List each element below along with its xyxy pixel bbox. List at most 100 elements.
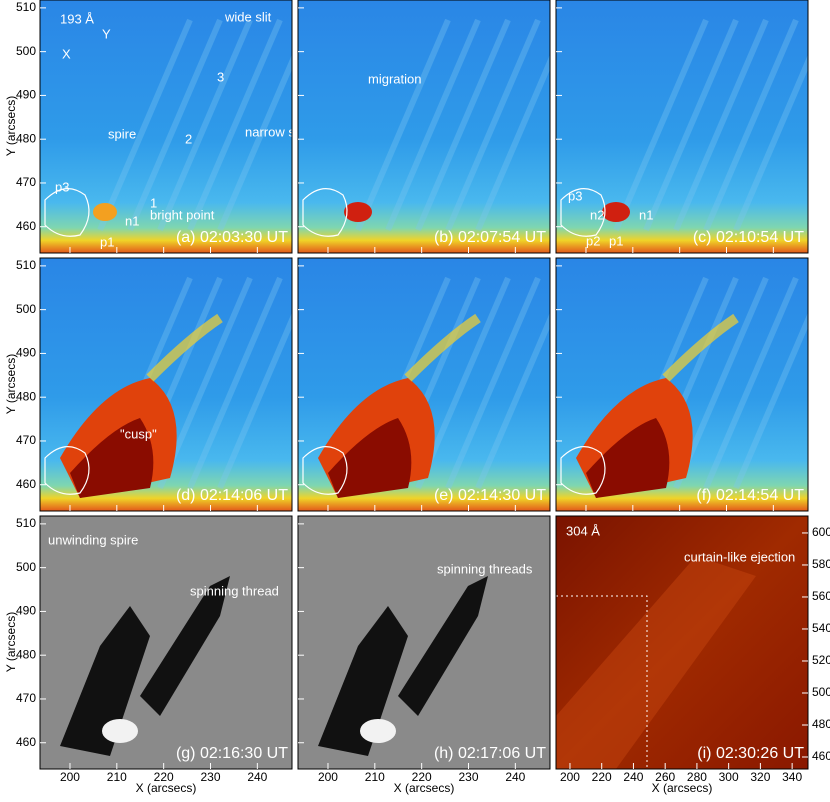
frame <box>555 0 809 254</box>
annotation: wide slit <box>224 9 272 24</box>
frame <box>297 257 551 512</box>
annotation: n1 <box>125 213 139 228</box>
contour <box>44 188 90 237</box>
jet-edge <box>404 313 481 382</box>
y-tick-label: 500 <box>812 685 830 699</box>
annotation: 193 Å <box>60 11 94 26</box>
thread <box>673 18 769 232</box>
panel-image <box>556 0 808 253</box>
annotation: p3 <box>55 179 69 194</box>
y-tick-label: 470 <box>16 175 36 189</box>
annotation: 2 <box>185 131 192 146</box>
thread <box>643 18 739 232</box>
annotation: migration <box>368 71 421 86</box>
panel-image <box>556 516 808 769</box>
annotation: p3 <box>568 188 582 203</box>
panel-label: (d) 02:14:06 UT <box>176 487 288 504</box>
annotation: unwinding spire <box>48 532 138 547</box>
panel-image <box>298 258 550 511</box>
annotation: p1 <box>100 234 114 249</box>
annotation: p1 <box>609 233 623 248</box>
y-tick-label: 600 <box>812 525 830 539</box>
y-tick-label: 490 <box>16 88 36 102</box>
frame <box>39 257 293 512</box>
thread <box>217 312 292 490</box>
y-axis-label: Y (arcsecs) <box>4 354 18 414</box>
thread <box>733 312 808 490</box>
annotation: 3 <box>217 69 224 84</box>
frame <box>39 0 293 254</box>
annotation: "cusp" <box>120 426 157 441</box>
y-tick-label: 460 <box>16 219 36 233</box>
panel: migration (b) 02:07:54 UT <box>297 0 551 254</box>
contour <box>560 188 606 237</box>
thread <box>733 54 808 232</box>
frame <box>555 515 809 770</box>
panel-image <box>298 0 550 253</box>
x-axis-label: X (arcsecs) <box>136 781 197 795</box>
frame <box>297 0 551 254</box>
y-tick-label: 500 <box>16 560 36 574</box>
thread <box>703 18 799 232</box>
y-tick-label: 480 <box>16 131 36 145</box>
panel-label: (b) 02:07:54 UT <box>434 229 546 246</box>
frame <box>297 515 551 770</box>
jet-edge <box>662 313 739 382</box>
panel: "cusp" (d) 02:14:06 UT 460 470 480 490 500 510 <box>16 257 293 512</box>
y-tick-label: 510 <box>16 258 36 272</box>
y-tick-label: 480 <box>812 717 830 731</box>
thread <box>97 18 193 232</box>
x-tick-label: 220 <box>412 770 432 784</box>
x-tick-label: 210 <box>107 770 127 784</box>
x-tick-label: 340 <box>782 770 802 784</box>
bright-point <box>344 202 372 222</box>
x-tick-label: 230 <box>458 770 478 784</box>
contour <box>560 446 606 495</box>
ejection <box>556 556 756 769</box>
annotation: n1 <box>639 207 653 222</box>
panel: 304 Å curtain-like ejection (i) 02:30:26 U… <box>555 515 830 784</box>
x-tick-label: 230 <box>200 770 220 784</box>
annotation: spinning thread <box>190 583 279 598</box>
panel: spinning threads (h) 02:17:06 UT 200 210 220… <box>297 515 551 784</box>
annotation: 304 Å <box>566 523 600 538</box>
thread <box>703 276 799 490</box>
panel-label: (a) 02:03:30 UT <box>176 229 288 246</box>
y-tick-label: 510 <box>16 516 36 530</box>
panel-image <box>40 0 292 253</box>
y-tick-label: 480 <box>16 389 36 403</box>
thread <box>187 18 283 232</box>
panel-label: (h) 02:17:06 UT <box>434 745 546 762</box>
y-tick-label: 460 <box>16 735 36 749</box>
annotation: curtain-like ejection <box>684 549 795 564</box>
y-tick-label: 500 <box>16 302 36 316</box>
y-axis-label: Y (arcsecs) <box>4 96 18 156</box>
x-tick-label: 200 <box>560 770 580 784</box>
x-tick-label: 220 <box>154 770 174 784</box>
panel-label: (e) 02:14:30 UT <box>434 487 546 504</box>
x-tick-label: 200 <box>318 770 338 784</box>
jet-core <box>328 418 412 498</box>
y-tick-label: 480 <box>16 647 36 661</box>
y-tick-label: 560 <box>812 589 830 603</box>
panel-label: (g) 02:16:30 UT <box>176 745 288 762</box>
x-tick-label: 260 <box>655 770 675 784</box>
box <box>556 595 648 769</box>
x-tick-label: 220 <box>592 770 612 784</box>
x-axis-label: X (arcsecs) <box>394 781 455 795</box>
x-tick-label: 240 <box>505 770 525 784</box>
thread <box>127 18 223 232</box>
annotation: spinning threads <box>437 561 533 576</box>
background <box>556 0 808 253</box>
jet-core <box>70 418 154 498</box>
panel-image <box>40 258 292 511</box>
frame <box>39 515 293 770</box>
panel-label: (f) 02:14:54 UT <box>696 487 804 504</box>
jet-edge <box>146 313 223 382</box>
y-tick-label: 460 <box>812 749 830 763</box>
panel: 193 Å wide slit X Y 3 narrow slits spire 2 1brig… <box>16 0 311 254</box>
thread <box>187 276 283 490</box>
panel: (f) 02:14:54 UT <box>555 257 809 512</box>
panel: (e) 02:14:30 UT <box>297 257 551 512</box>
frame <box>555 257 809 512</box>
